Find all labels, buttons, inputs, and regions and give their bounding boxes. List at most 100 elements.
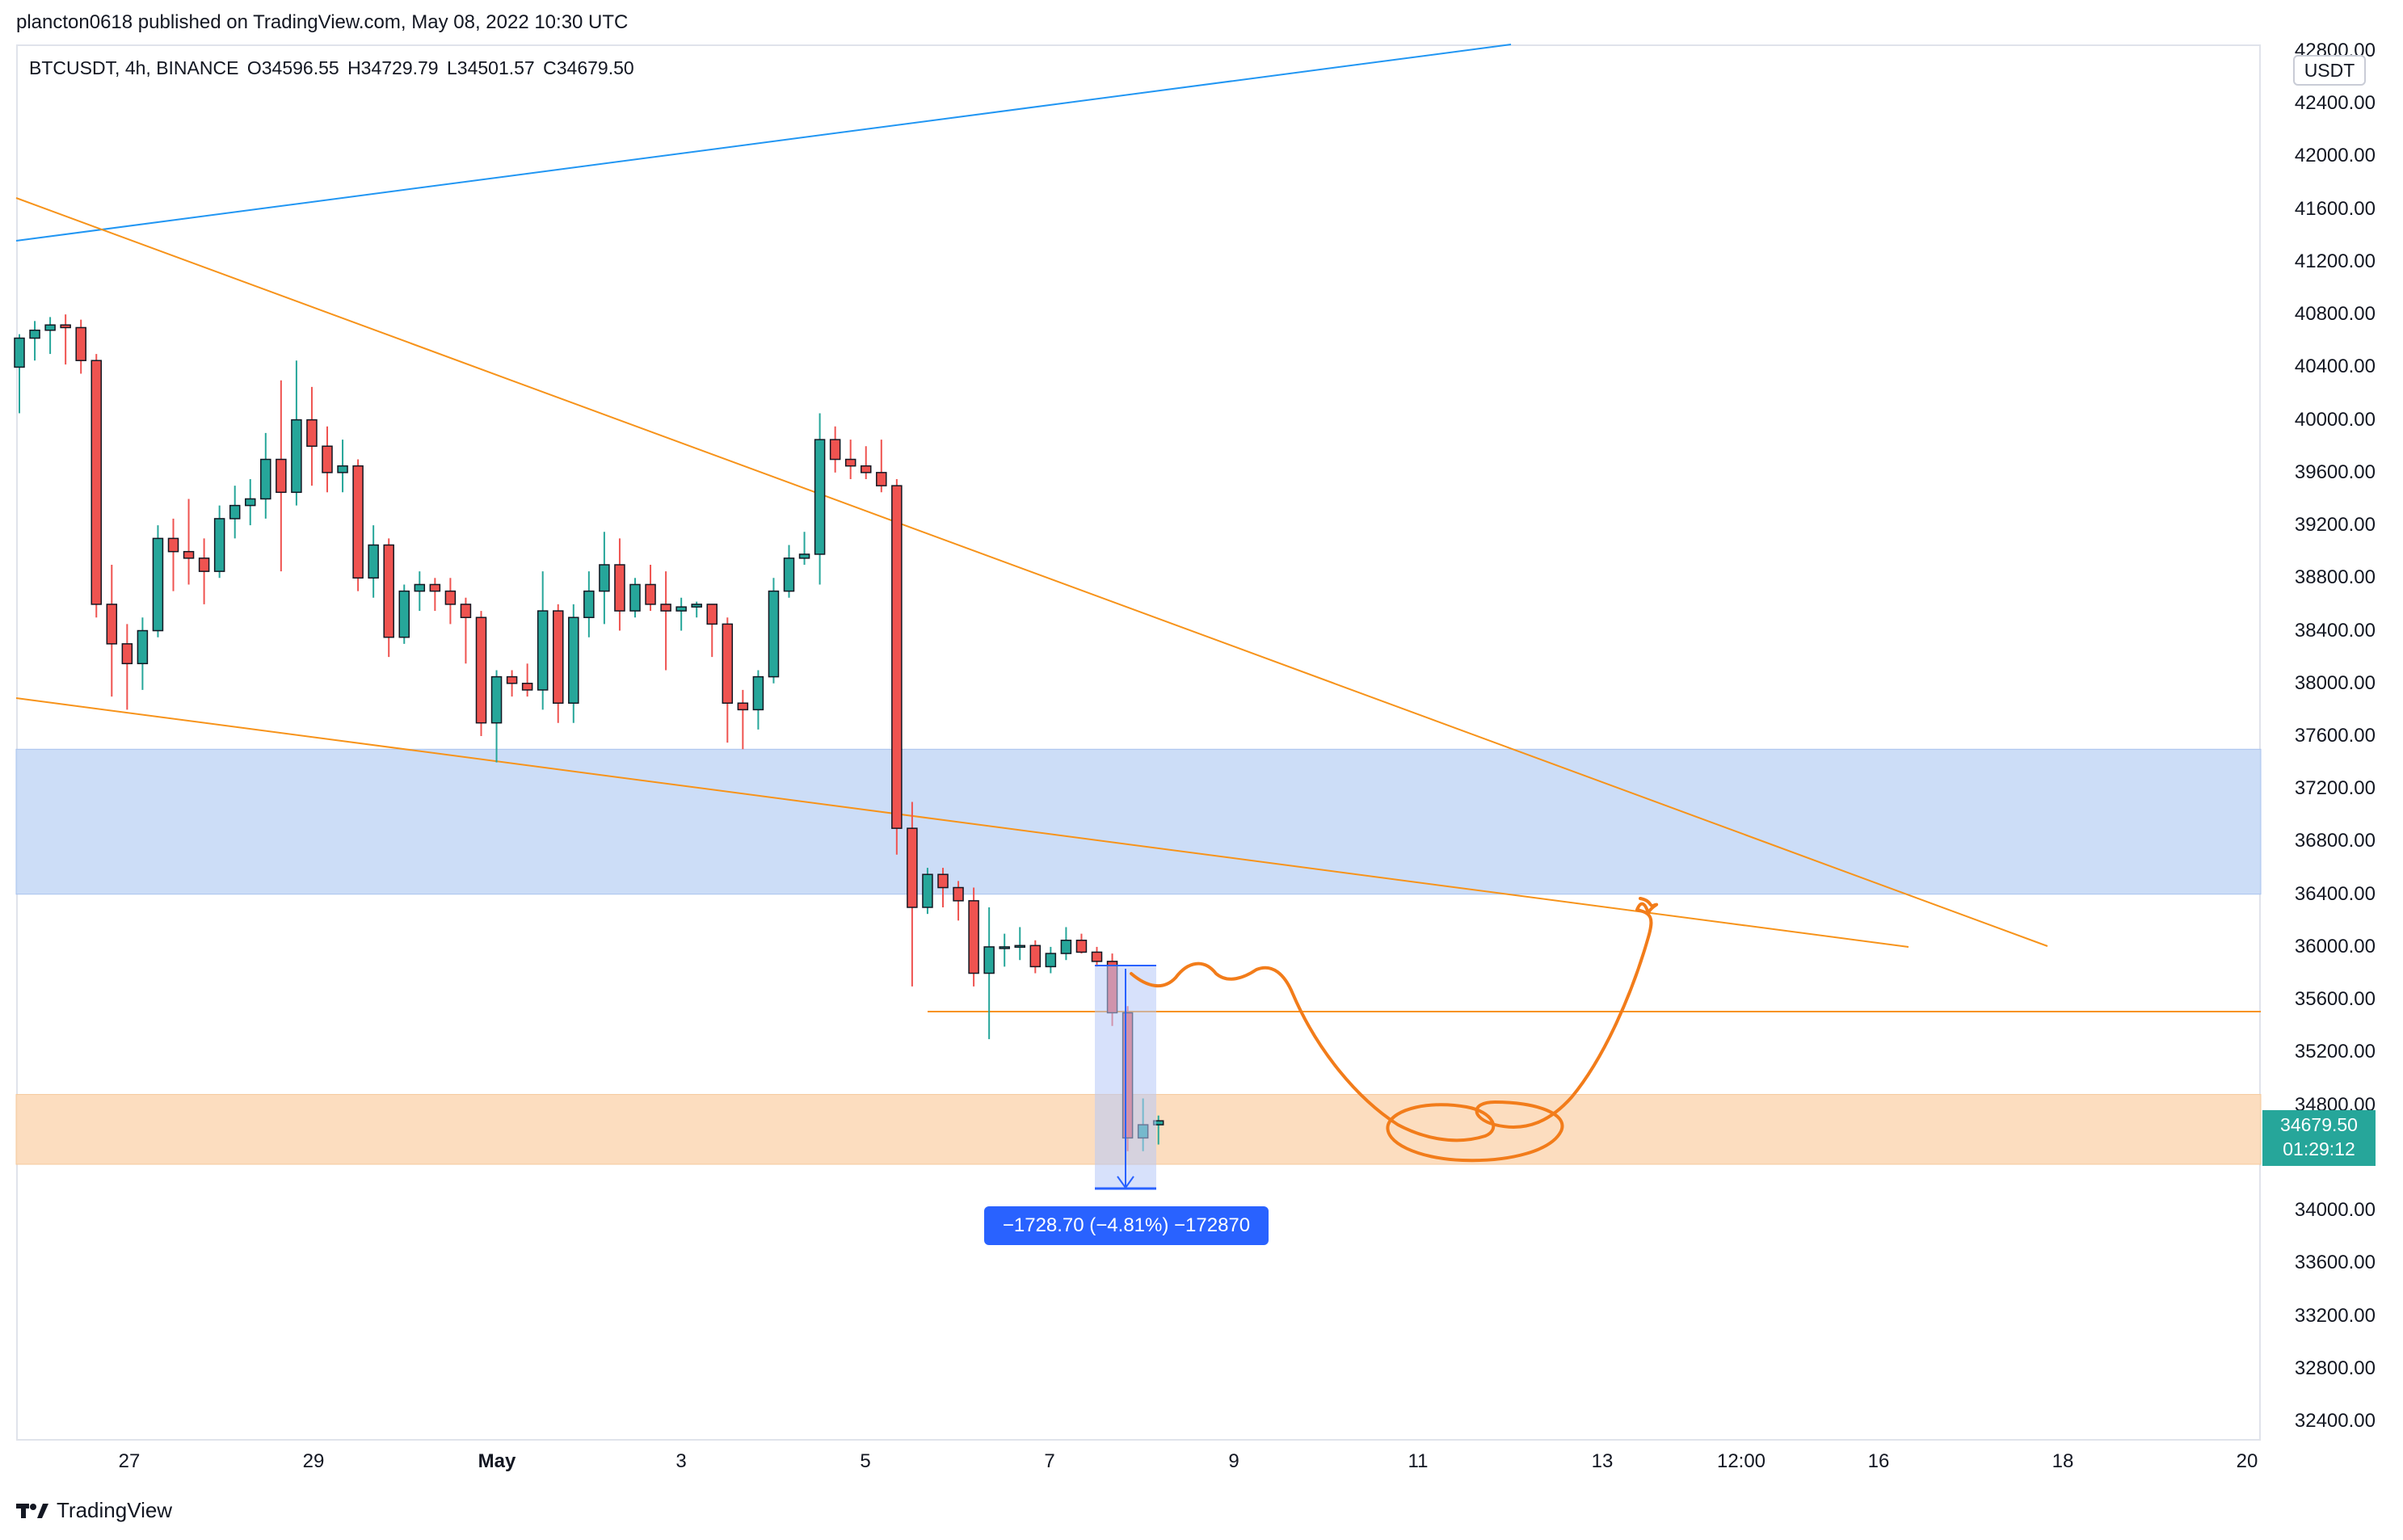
candle[interactable] <box>368 525 379 598</box>
candle[interactable] <box>521 663 533 697</box>
candle[interactable] <box>922 868 933 915</box>
candle-body <box>537 610 549 691</box>
candle[interactable] <box>953 881 964 921</box>
hand-drawn-projection <box>1130 897 1659 1163</box>
candle[interactable] <box>983 907 995 1040</box>
candle[interactable] <box>352 459 364 591</box>
candle[interactable] <box>737 689 749 750</box>
candle[interactable] <box>306 386 318 486</box>
candle-body <box>876 472 887 486</box>
price-tick-label: 36400.00 <box>2294 882 2376 905</box>
candle[interactable] <box>44 317 56 355</box>
candle[interactable] <box>1075 933 1088 954</box>
candle-body <box>907 827 918 908</box>
price-tick-label: 39600.00 <box>2294 461 2376 483</box>
currency-badge[interactable]: USDT <box>2293 55 2366 86</box>
candle[interactable] <box>75 319 86 374</box>
candle[interactable] <box>429 578 441 612</box>
candle[interactable] <box>183 499 195 585</box>
price-tick-label: 38800.00 <box>2294 566 2376 589</box>
candle-body <box>291 419 302 494</box>
candle[interactable] <box>337 440 348 493</box>
candle[interactable] <box>691 601 702 618</box>
candle[interactable] <box>291 360 302 506</box>
candle[interactable] <box>999 933 1010 967</box>
candle[interactable] <box>90 354 102 618</box>
time-axis[interactable]: 27 29 May 3 5 7 9 11 13 12:00 16 18 20 <box>16 1441 2261 1486</box>
candle-body <box>999 946 1010 949</box>
price-axis[interactable]: 42800.00 42400.00 42000.00 41600.00 41200.00… <box>2261 40 2403 1441</box>
time-tick-label: 27 <box>118 1450 141 1472</box>
candle[interactable] <box>121 624 133 710</box>
candle[interactable] <box>1091 946 1103 967</box>
candle[interactable] <box>29 321 40 361</box>
price-tick-label: 42000.00 <box>2294 145 2376 167</box>
candle[interactable] <box>937 868 949 907</box>
candle[interactable] <box>891 479 903 855</box>
candle[interactable] <box>398 584 410 644</box>
candle[interactable] <box>475 611 487 736</box>
candle[interactable] <box>814 413 826 585</box>
candle[interactable] <box>722 617 734 743</box>
candle[interactable] <box>322 426 333 493</box>
candle[interactable] <box>614 538 625 631</box>
candle[interactable] <box>383 538 394 658</box>
candle[interactable] <box>229 486 241 539</box>
candle[interactable] <box>599 532 610 625</box>
candle[interactable] <box>553 604 564 723</box>
candle[interactable] <box>675 597 687 631</box>
candle-body <box>553 610 564 704</box>
candle-body <box>429 583 441 592</box>
candle[interactable] <box>1014 927 1025 961</box>
candle[interactable] <box>276 380 287 572</box>
candle[interactable] <box>968 887 979 987</box>
candle[interactable] <box>660 571 671 671</box>
time-tick-label: 29 <box>302 1450 325 1472</box>
candle[interactable] <box>506 670 518 697</box>
legend-symbol[interactable]: BTCUSDT, 4h, BINANCE <box>29 57 239 78</box>
candle[interactable] <box>14 334 25 414</box>
candle[interactable] <box>414 571 426 612</box>
candle[interactable] <box>167 518 179 591</box>
candle[interactable] <box>829 426 841 473</box>
candle[interactable] <box>213 505 225 579</box>
candle[interactable] <box>783 545 795 598</box>
candle[interactable] <box>1060 927 1072 961</box>
candle[interactable] <box>798 532 810 565</box>
candle-body <box>306 419 318 447</box>
resistance-zone[interactable] <box>15 748 2262 895</box>
candle[interactable] <box>60 314 71 365</box>
candle[interactable] <box>752 670 764 730</box>
candle[interactable] <box>152 525 164 637</box>
candle[interactable] <box>645 565 656 612</box>
candle[interactable] <box>844 440 856 479</box>
candle[interactable] <box>245 479 256 526</box>
candle[interactable] <box>490 670 503 763</box>
candle[interactable] <box>106 565 118 697</box>
candle[interactable] <box>768 578 780 684</box>
candle-body <box>1091 951 1103 962</box>
candle[interactable] <box>444 578 457 625</box>
candle-body <box>14 337 25 368</box>
candle[interactable] <box>706 604 718 658</box>
candle[interactable] <box>198 538 210 604</box>
candle[interactable] <box>1029 940 1042 974</box>
candle[interactable] <box>537 571 549 710</box>
candle[interactable] <box>460 597 472 664</box>
candle[interactable] <box>568 604 579 723</box>
candle[interactable] <box>876 440 887 493</box>
candle[interactable] <box>629 578 641 618</box>
candle[interactable] <box>861 446 872 479</box>
candle[interactable] <box>583 571 595 637</box>
chart-frame[interactable] <box>16 44 2261 1441</box>
candle-body <box>75 326 86 361</box>
candle[interactable] <box>260 432 271 519</box>
last-price-value: 34679.50 <box>2280 1114 2358 1135</box>
candle-body <box>475 616 487 724</box>
candle[interactable] <box>907 802 918 987</box>
candle[interactable] <box>1045 946 1057 974</box>
candle-body <box>706 604 718 625</box>
candle-body <box>675 606 687 612</box>
candle[interactable] <box>137 617 149 690</box>
